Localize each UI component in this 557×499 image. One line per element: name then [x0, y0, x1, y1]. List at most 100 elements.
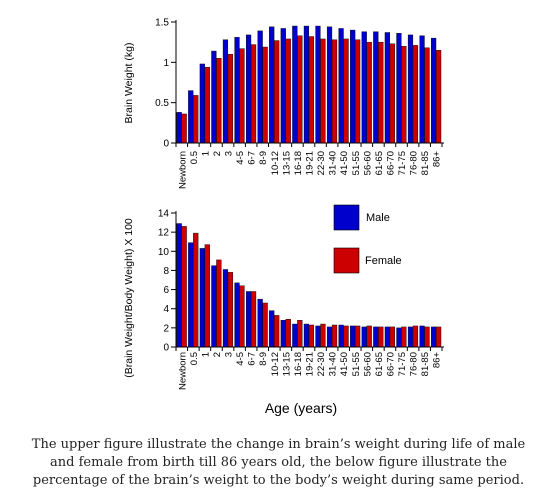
upper-bar-male-15: [350, 29, 356, 144]
lower-bar-female-11: [308, 324, 314, 348]
lower-bar-female-6: [250, 291, 257, 348]
lower-bar-male-16: [361, 326, 367, 348]
legend-swatch-male: [333, 204, 360, 231]
lower-bar-female-3: [216, 259, 222, 348]
lower-x-tick-label: 86+: [432, 352, 443, 369]
lower-y-axis-title: (Brain Weight/Body Weight) X 100: [123, 218, 135, 378]
lower-x-tick-label: 19-21: [305, 352, 316, 376]
upper-x-tick-label: 51-55: [351, 151, 362, 175]
lower-x-tick-label: 6-7: [247, 352, 258, 366]
lower-bar-male-7: [257, 298, 263, 348]
figure-caption: The upper figure illustrate the change i…: [0, 436, 557, 490]
upper-bar-female-6: [250, 44, 257, 144]
lower-bar-female-9: [285, 319, 291, 348]
upper-bar-male-10: [292, 25, 298, 144]
upper-x-tick-label: 16-18: [293, 151, 304, 175]
lower-bar-female-5: [239, 285, 245, 348]
upper-y-axis-title: Brain Weight (kg): [123, 43, 135, 124]
lower-bar-male-20: [407, 326, 414, 348]
upper-x-tick-label: 86+: [432, 151, 443, 168]
upper-bar-male-12: [315, 25, 321, 144]
upper-x-tick-label: 76-80: [409, 151, 420, 175]
upper-x-tick-label: 61-65: [374, 151, 385, 175]
upper-bar-female-0: [181, 113, 187, 144]
upper-bar-female-7: [262, 46, 268, 144]
upper-bar-female-13: [331, 39, 338, 144]
legend-label-male: Male: [366, 212, 390, 224]
upper-bar-male-11: [303, 25, 309, 144]
upper-bar-male-1: [188, 90, 194, 144]
lower-y-tick-label: 0: [163, 343, 169, 354]
upper-x-tick-label: 2: [212, 151, 223, 156]
lower-bar-female-1: [193, 232, 199, 348]
upper-x-tick-label: 71-75: [397, 151, 408, 175]
lower-x-tick-label: 51-55: [351, 352, 362, 376]
upper-x-tick-label: 8-9: [258, 151, 269, 165]
upper-bar-female-4: [227, 54, 234, 144]
lower-bar-male-1: [188, 242, 194, 348]
upper-bar-female-18: [389, 43, 395, 144]
lower-bar-female-12: [320, 323, 326, 348]
upper-x-tick-label: 3: [224, 151, 235, 156]
lower-x-tick-label: 0.5: [189, 352, 200, 365]
lower-x-tick-label: 66-70: [385, 352, 396, 376]
legend-label-female: Female: [365, 255, 402, 267]
upper-x-tick-label: 6-7: [247, 151, 258, 165]
lower-x-tick-label: 16-18: [293, 352, 304, 376]
lower-bar-male-9: [280, 320, 286, 348]
lower-x-tick-label: 41-50: [339, 352, 350, 376]
upper-bar-female-16: [366, 41, 372, 144]
lower-y-tick-label: 14: [158, 209, 170, 220]
lower-x-tick-label: 31-40: [328, 352, 339, 376]
lower-x-tick-label: 1: [200, 352, 211, 357]
upper-bar-female-17: [378, 41, 384, 144]
upper-bar-male-17: [373, 31, 379, 144]
upper-y-tick-label: 1: [163, 58, 169, 69]
lower-x-tick-label: 10-12: [270, 352, 281, 376]
lower-y-tick-label: 12: [158, 228, 170, 239]
lower-bar-female-4: [227, 272, 234, 348]
lower-bar-male-3: [211, 265, 217, 348]
upper-x-tick-label: 0.5: [189, 151, 200, 164]
upper-x-tick-label: 10-12: [270, 151, 281, 175]
caption-line-2: and female from birth till 86 years old,…: [50, 455, 507, 470]
upper-x-tick-label: 56-60: [362, 151, 373, 175]
lower-x-tick-label: 81-85: [420, 352, 431, 376]
lower-y-tick-label: 2: [163, 323, 169, 334]
upper-bar-female-12: [320, 38, 326, 144]
lower-y-tick-label: 10: [158, 247, 170, 258]
upper-y-tick-label: 0.5: [155, 98, 169, 109]
lower-bar-male-10: [292, 323, 298, 348]
lower-x-tick-label: 2: [212, 352, 223, 357]
caption-line-3: percentage of the brain’s weight to the …: [32, 473, 525, 488]
lower-bar-male-12: [315, 325, 321, 348]
lower-x-tick-label: Newborn: [177, 352, 188, 390]
lower-x-axis-title: Age (years): [265, 400, 337, 416]
lower-x-tick-label: 61-65: [374, 352, 385, 376]
lower-bar-female-0: [181, 226, 187, 348]
lower-x-tick-label: 13-15: [281, 352, 292, 376]
lower-bar-female-15: [355, 325, 361, 348]
upper-x-tick-label: 1: [200, 151, 211, 156]
upper-bar-female-14: [343, 38, 349, 144]
upper-bar-female-15: [355, 39, 361, 144]
upper-bar-male-22: [431, 37, 437, 144]
upper-bar-female-19: [401, 46, 407, 144]
lower-bar-female-13: [331, 324, 338, 348]
upper-bar-female-11: [308, 36, 314, 144]
upper-x-tick-label: 22-30: [316, 151, 327, 175]
upper-bar-male-20: [407, 34, 414, 144]
lower-bar-female-18: [389, 326, 395, 348]
upper-bar-male-2: [199, 63, 205, 144]
lower-bar-female-22: [436, 326, 442, 348]
lower-bar-male-13: [326, 326, 333, 348]
upper-bar-female-3: [216, 58, 222, 144]
lower-bar-female-16: [366, 325, 372, 348]
upper-bar-female-21: [424, 47, 430, 144]
upper-bar-male-13: [326, 26, 333, 144]
upper-bar-female-2: [204, 66, 210, 144]
lower-bar-male-0: [176, 223, 182, 348]
lower-x-tick-label: 22-30: [316, 352, 327, 376]
upper-bar-female-22: [436, 50, 442, 144]
